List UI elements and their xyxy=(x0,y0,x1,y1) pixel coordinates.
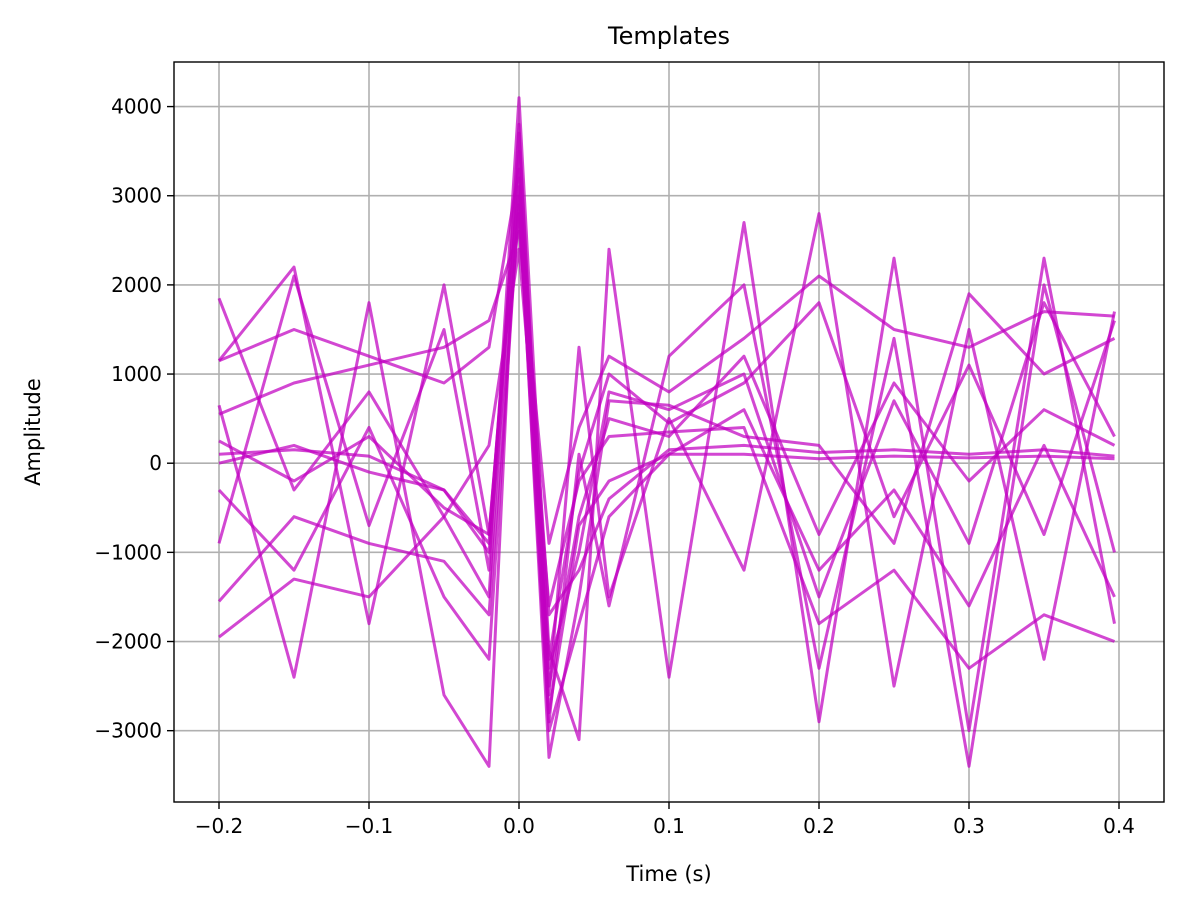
grid xyxy=(174,62,1164,802)
y-tick-label: −1000 xyxy=(94,540,162,564)
x-axis-label: Time (s) xyxy=(625,862,711,886)
template-series-line xyxy=(218,247,1116,670)
x-tick-label: 0.0 xyxy=(503,814,535,838)
template-series-line xyxy=(218,167,1116,661)
template-series-line xyxy=(217,185,1116,768)
y-tick-label: 4000 xyxy=(111,95,162,119)
series-lines xyxy=(217,96,1116,768)
chart-title: Templates xyxy=(607,22,730,50)
x-tick-label: 0.2 xyxy=(803,814,835,838)
y-tick-label: −2000 xyxy=(94,630,162,654)
y-tick-label: 1000 xyxy=(111,362,162,386)
template-series-line xyxy=(218,229,1115,545)
x-tick-label: 0.1 xyxy=(653,814,685,838)
x-axis-ticks: −0.2 −0.1 0.0 0.1 0.2 0.3 0.4 xyxy=(195,802,1135,838)
template-series-line xyxy=(218,212,1116,670)
y-tick-label: 3000 xyxy=(111,184,162,208)
x-tick-label: −0.2 xyxy=(195,814,244,838)
x-tick-label: −0.1 xyxy=(345,814,394,838)
y-axis-ticks: −3000 −2000 −1000 0 1000 2000 3000 4000 xyxy=(94,95,174,743)
template-series-line xyxy=(217,194,1116,759)
template-series-line xyxy=(217,96,1116,742)
x-tick-label: 0.3 xyxy=(953,814,985,838)
x-tick-label: 0.4 xyxy=(1103,814,1135,838)
y-axis-label: Amplitude xyxy=(21,378,45,486)
y-tick-label: 2000 xyxy=(111,273,162,297)
y-tick-label: 0 xyxy=(149,451,162,475)
y-tick-label: −3000 xyxy=(94,719,162,743)
